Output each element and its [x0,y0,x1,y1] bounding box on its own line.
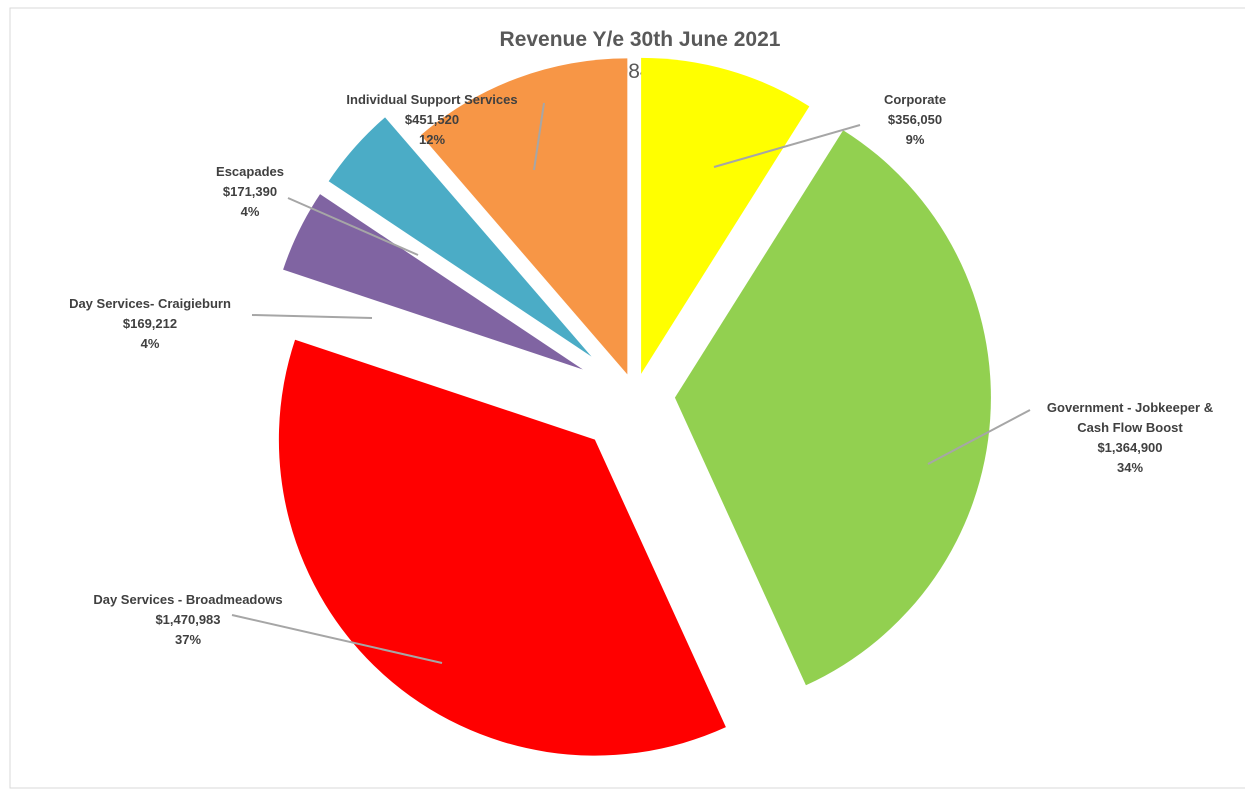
slice-label-value: $1,470,983 [155,612,220,627]
leader-line [927,409,1031,465]
leader-lines [231,102,1031,664]
slice-labels: Corporate $356,050 9% Government - Jobkeepe… [69,92,1213,647]
slice-label-name: Day Services - Broadmeadows [93,592,282,607]
slice-label-percent: 4% [141,336,160,351]
leader-line [231,614,443,664]
pie-slice [283,194,583,370]
slice-label-value: $169,212 [123,316,177,331]
pie-slice [420,58,628,375]
slice-label-name: Escapades [216,164,284,179]
leader-line [287,197,419,256]
slice-label-value: $451,520 [405,112,459,127]
leader-line [251,314,373,319]
slice-label-name: Day Services- Craigieburn [69,296,231,311]
slice-label-value: $1,364,900 [1097,440,1162,455]
pie-slice [328,117,592,357]
leader-line [533,102,545,171]
slice-label-name: Corporate [884,92,946,107]
slice-label-name: Cash Flow Boost [1077,420,1183,435]
slice-label-percent: 12% [419,132,445,147]
slice-label-percent: 9% [906,132,925,147]
pie-slice [674,130,991,686]
slice-label-value: $171,390 [223,184,277,199]
leader-line [713,124,861,168]
pie-slice [641,57,810,374]
slice-label-name: Government - Jobkeeper & [1047,400,1213,415]
chart-title: Revenue Y/e 30th June 2021 [500,28,781,51]
slice-label-percent: 37% [175,632,201,647]
slice-label-percent: 34% [1117,460,1143,475]
slice-label-name: Individual Support Services [346,92,517,107]
slice-label-value: $356,050 [888,112,942,127]
slice-label-percent: 4% [241,204,260,219]
